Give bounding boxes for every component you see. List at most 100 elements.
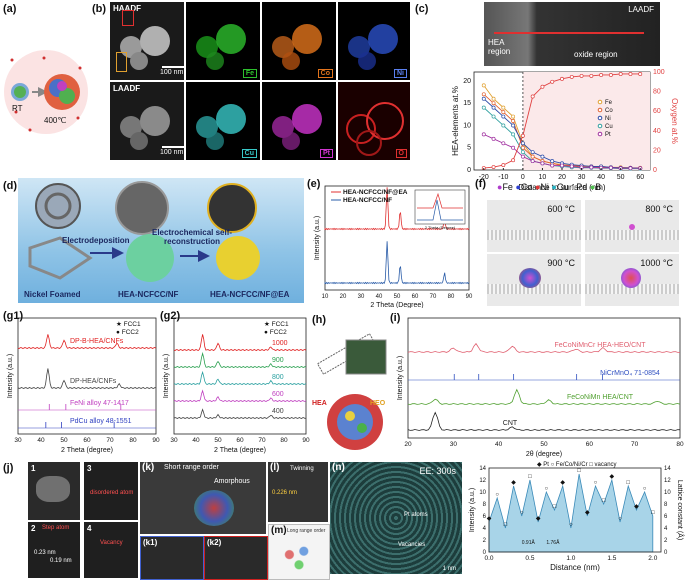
l-image: (l) Twinning 0.226 nm: [268, 462, 328, 522]
plot-frame: [17, 317, 157, 435]
panel-h: (h) HEA HEO: [310, 312, 390, 460]
data-point-pt: [569, 164, 574, 169]
data-point-ni: [520, 141, 525, 146]
legend-label: Ni: [605, 116, 611, 122]
data-point-cu: [481, 105, 486, 110]
curve-label: PdCu alloy 48-1551: [70, 418, 132, 425]
data-point-oxygen: [638, 72, 643, 76]
legend-label: Pt: [605, 132, 611, 138]
y2-tick-label: 10: [664, 490, 671, 496]
plot-frame: [324, 185, 470, 291]
legend-label: ★ FCC1: [116, 320, 141, 328]
panel-d-label: (d): [3, 180, 18, 192]
data-point-ni: [540, 154, 545, 159]
scale-bar: [162, 146, 184, 148]
x-axis-label: 2 Theta (degree): [61, 447, 113, 454]
y2-tick-label: 60: [653, 108, 661, 115]
x-tick-label: 60: [412, 294, 419, 300]
data-point-fe: [491, 96, 496, 101]
pt-map: Pt: [262, 82, 336, 160]
data-point-marker: □: [651, 510, 655, 516]
legend-dot-ni: ●: [534, 182, 541, 192]
x-tick-label: 1.0: [566, 555, 575, 562]
data-point-pt: [520, 154, 525, 159]
data-point-cu: [520, 150, 525, 155]
y-tick-label: 8: [483, 502, 487, 508]
data-point-marker: ○: [569, 522, 573, 528]
data-point-oxygen: [599, 72, 604, 77]
data-point-cu: [511, 132, 516, 137]
legend-label: HEA-NCFCC/NF@EA: [343, 189, 408, 196]
hea-label: HEA: [312, 400, 327, 407]
hea-region-label: HEA region: [488, 38, 511, 56]
curve-label: 600: [272, 391, 284, 398]
cu-map: Cu: [186, 82, 260, 160]
x-tick-label: 50: [617, 174, 625, 181]
panel-c: (c) LAADF HEA region oxide region -20 -10…: [412, 0, 685, 200]
laadf-scale: 100 nm: [160, 149, 184, 156]
x-tick-label: 0: [521, 174, 525, 181]
ni-map: Ni: [338, 2, 410, 80]
curve-label: FeNi alloy 47-1417: [70, 400, 129, 407]
y2-tick-label: 80: [653, 89, 661, 96]
self-recon-label: Electrochemical self- reconstruction: [152, 228, 233, 246]
sim-900: 900 °C: [487, 254, 581, 306]
legend-marker: [597, 123, 603, 129]
co-map: Co: [262, 2, 336, 80]
curve-label: DP-B-HEA/CNFs: [70, 338, 124, 345]
legend-label: ● FCC2: [116, 329, 139, 336]
panel-h-schematic: [316, 333, 387, 450]
inset-frame: [414, 189, 466, 225]
curve-label: 900: [272, 357, 284, 364]
x-tick-label: 20: [558, 174, 566, 181]
data-point-marker: □: [553, 504, 557, 510]
data-point-oxygen: [511, 158, 516, 163]
plot-frame: [488, 467, 662, 553]
temp-label: 400℃: [44, 116, 67, 125]
fe-map: Fe: [186, 2, 260, 80]
data-point-marker: ○: [643, 486, 647, 492]
data-point-pt: [628, 166, 633, 171]
panel-i-label: (i): [390, 312, 401, 324]
legend-marker: [597, 99, 603, 105]
k1-image: (k1): [140, 536, 204, 580]
series-line-3: [173, 389, 307, 402]
sim-800: 800 °C: [585, 200, 679, 252]
panel-f: (f) ●Fe ●Co ●Ni ●Cu ●Pd ●B 600 °C 800 °C…: [475, 178, 685, 308]
y-tick-label: 15: [463, 100, 471, 107]
y-tick-label: 12: [479, 478, 486, 484]
panel-d-schematic: [28, 181, 260, 282]
chart-g2: 1000 900 800 600 400 30 40 50 60 70 80 90 2 Theta (d…: [163, 317, 310, 454]
laadf-image: LAADF 100 nm: [110, 82, 184, 160]
y-tick-label: 10: [479, 490, 486, 496]
data-point-marker: □: [626, 480, 630, 486]
panel-a-schematic: [4, 50, 88, 134]
series-line-3: [407, 411, 681, 431]
pt-tag: Pt: [320, 149, 333, 158]
data-point-marker: ○: [594, 480, 598, 486]
oxide-region-label: oxide region: [574, 50, 618, 59]
product1-label: HEA-NCFCC/NF: [118, 290, 179, 299]
x-tick-label: 2.0: [648, 555, 657, 562]
legend-marker: [597, 131, 603, 137]
j-tile-1: 1: [28, 462, 80, 520]
y-tick-label: 14: [479, 466, 486, 472]
panel-i: (i) FeCoNiMnCr HEA-HEO/CNT NiCrMnO₄ 71-08…: [390, 312, 685, 460]
j-tile-2: 2 Step atom 0.23 nm 0.19 nm: [28, 522, 80, 578]
annotation: 0.91Å: [522, 539, 536, 546]
data-point-co: [520, 145, 525, 150]
series-line-1: [173, 351, 307, 368]
co-tag: Co: [317, 69, 333, 78]
data-point-marker: ◆: [511, 480, 516, 486]
data-point-marker: ○: [618, 516, 622, 522]
legend-dot-b: ●: [589, 182, 596, 192]
x-tick-label: 40: [376, 294, 383, 300]
legend-label: Co: [605, 108, 613, 114]
data-point-marker: □: [504, 522, 508, 528]
y-axis-label: Intensity (a.u.): [7, 354, 14, 398]
inset-x-label: 2 Theta (Degree): [425, 225, 456, 230]
x-tick-label: 40: [597, 174, 605, 181]
x-tick-label: 10: [539, 174, 547, 181]
data-point-oxygen: [530, 94, 535, 99]
data-point-cu: [501, 123, 506, 128]
